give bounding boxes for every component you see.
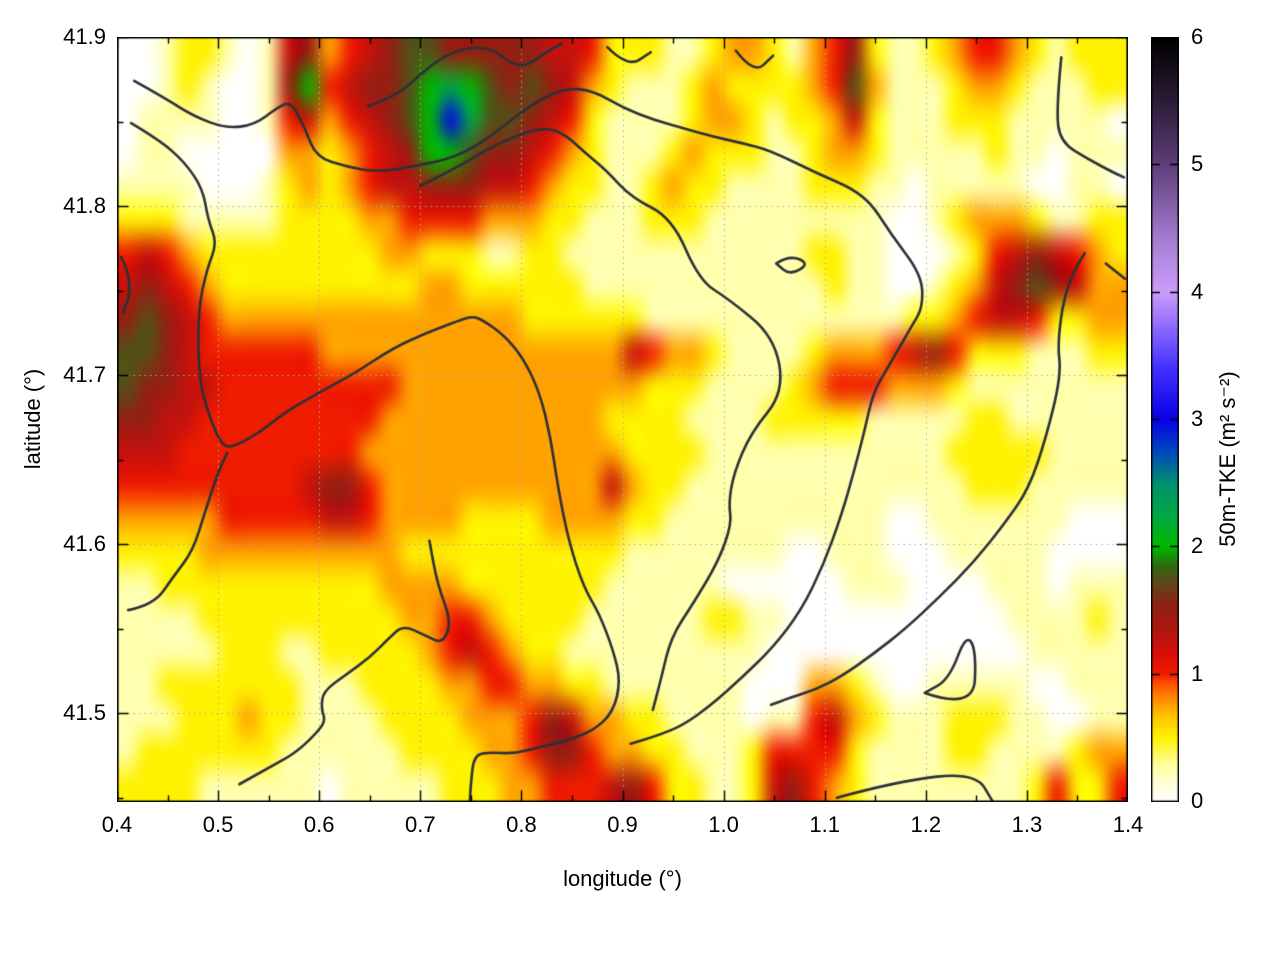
colorbar-tick-label: 2 [1191,533,1204,559]
x-tick-label: 1.2 [910,812,942,837]
x-axis-title: longitude (°) [563,866,682,891]
x-tick-label: 0.7 [405,812,436,837]
x-tick-label: 1.1 [809,812,840,837]
x-tick-label: 0.9 [607,812,638,837]
y-tick-label: 41.9 [63,24,106,49]
colorbar-tick-label: 4 [1191,278,1204,304]
colorbar-tick-label: 3 [1191,406,1204,431]
heatmap-canvas [117,37,1128,802]
colorbar-tick-label: 1 [1191,660,1204,686]
x-tick-label: 1.0 [708,812,739,837]
colorbar-canvas [1151,37,1179,802]
x-tick-label: 1.4 [1112,812,1144,837]
x-tick-label: 0.6 [303,812,335,837]
y-tick-label: 41.5 [63,700,106,726]
x-tick-label: 1.3 [1011,812,1043,837]
x-tick-label: 0.8 [506,812,537,837]
colorbar-tick-label: 0 [1191,788,1204,813]
colorbar-tick-label: 5 [1191,151,1204,177]
colorbar-tick-label: 6 [1191,24,1204,49]
y-axis-title: latitude (°) [20,368,45,470]
x-tick-label: 0.4 [101,812,133,837]
y-tick-label: 41.7 [63,362,106,388]
x-tick-label: 0.5 [202,812,234,837]
y-tick-label: 41.6 [63,531,106,557]
colorbar-title: 50m-TKE (m² s⁻²) [1215,371,1240,547]
y-tick-label: 41.8 [63,193,106,219]
